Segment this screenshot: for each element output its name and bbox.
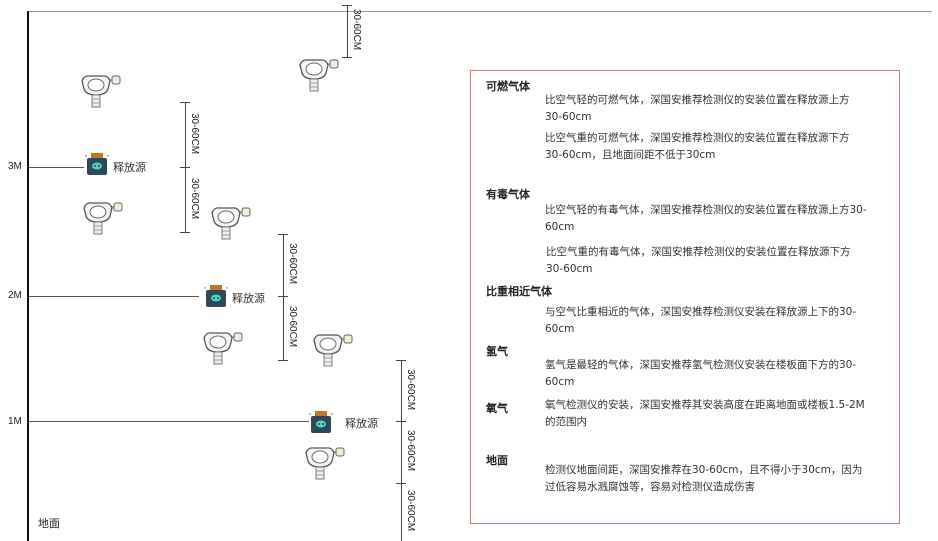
section-title: 氢气 bbox=[486, 345, 508, 358]
dimension-label: 30-60CM bbox=[405, 368, 416, 410]
dimension-label: 30-60CM bbox=[287, 306, 298, 348]
dimension-tick bbox=[396, 421, 406, 422]
gas-detector-icon bbox=[200, 330, 244, 370]
section-title: 比重相近气体 bbox=[486, 285, 552, 298]
gas-detector-icon bbox=[310, 332, 354, 372]
section-text: 比空气轻的有毒气体，深国安推荐检测仪的安装位置在释放源上方30-60cm bbox=[545, 204, 867, 233]
level-1m-label: 1M bbox=[8, 416, 22, 427]
dimension-line bbox=[185, 102, 186, 167]
gas-detector-icon bbox=[302, 445, 346, 485]
dimension-label: 30-60CM bbox=[287, 243, 298, 285]
gas-detector-icon bbox=[78, 73, 122, 113]
gas-detector-icon bbox=[80, 200, 124, 240]
section-text: 与空气比重相近的气体，深国安推荐检测仪安装在释放源上下的30-60cm bbox=[545, 306, 857, 335]
dimension-label: 30-60CM bbox=[405, 430, 416, 472]
release-source-label: 释放源 bbox=[113, 161, 146, 174]
section-title: 有毒气体 bbox=[486, 188, 530, 201]
section-title: 氧气 bbox=[486, 402, 508, 415]
release-source-label: 释放源 bbox=[345, 417, 378, 430]
legend-box bbox=[470, 70, 900, 524]
dimension-tick bbox=[180, 232, 190, 233]
dimension-tick bbox=[278, 296, 288, 297]
ground-label: 地面 bbox=[38, 517, 60, 530]
gas-detector-icon bbox=[208, 205, 252, 245]
dimension-tick bbox=[278, 360, 288, 361]
dimension-label: 30-60CM bbox=[405, 490, 416, 532]
dimension-line bbox=[283, 296, 284, 360]
dimension-tick bbox=[180, 167, 190, 168]
dimension-line bbox=[347, 5, 348, 57]
dimension-tick bbox=[278, 234, 288, 235]
gas-detector-icon bbox=[296, 57, 340, 97]
wall-line bbox=[27, 11, 29, 541]
dimension-line bbox=[401, 421, 402, 483]
dimension-line bbox=[283, 234, 284, 296]
release-source bbox=[308, 410, 334, 438]
section-title: 地面 bbox=[486, 454, 508, 467]
dimension-tick bbox=[342, 57, 352, 58]
dimension-tick bbox=[396, 483, 406, 484]
ceiling-line bbox=[27, 11, 932, 12]
dimension-label: 30-60CM bbox=[351, 9, 362, 51]
release-source bbox=[203, 284, 229, 312]
level-1m-line bbox=[29, 421, 309, 422]
level-2m-line bbox=[29, 296, 199, 297]
section-text: 氧气检测仪的安装，深国安推荐其安装高度在距离地面或楼板1.5-2M的范围内 bbox=[545, 399, 865, 428]
dimension-tick bbox=[342, 5, 352, 6]
level-2m-label: 2M bbox=[8, 290, 22, 301]
section-text: 比空气轻的可燃气体，深国安推荐检测仪的安装位置在释放源上方30-60cm bbox=[545, 94, 850, 123]
level-3m-label: 3M bbox=[8, 161, 22, 172]
dimension-label: 30-60CM bbox=[189, 112, 200, 154]
dimension-tick bbox=[180, 102, 190, 103]
section-text: 氢气是最轻的气体，深国安推荐氢气检测仪安装在楼板面下方的30-60cm bbox=[545, 359, 857, 388]
section-text: 检测仪地面间距，深国安推荐在30-60cm，且不得小于30cm，因为过低容易水溅… bbox=[545, 464, 863, 493]
release-source bbox=[84, 152, 110, 180]
release-source-label: 释放源 bbox=[232, 292, 265, 305]
section-text: 比空气重的可燃气体，深国安推荐检测仪的安装位置在释放源下方30-60cm，且地面… bbox=[545, 132, 850, 161]
section-text: 比空气重的有毒气体，深国安推荐检测仪的安装位置在释放源下方30-60cm bbox=[546, 246, 851, 275]
dimension-label: 30-60CM bbox=[189, 177, 200, 219]
dimension-line bbox=[185, 167, 186, 232]
dimension-tick bbox=[396, 360, 406, 361]
dimension-line bbox=[401, 360, 402, 421]
dimension-line bbox=[401, 483, 402, 541]
level-3m-line bbox=[29, 167, 84, 168]
section-title: 可燃气体 bbox=[486, 80, 530, 93]
